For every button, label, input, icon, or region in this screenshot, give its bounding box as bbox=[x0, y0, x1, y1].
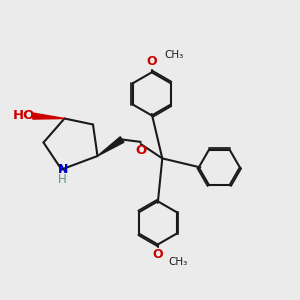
Text: O: O bbox=[152, 248, 163, 262]
Text: O: O bbox=[136, 143, 147, 157]
Polygon shape bbox=[98, 137, 124, 156]
Text: H: H bbox=[58, 173, 67, 186]
Text: CH₃: CH₃ bbox=[168, 257, 188, 267]
Text: HO: HO bbox=[13, 109, 35, 122]
Text: O: O bbox=[146, 55, 157, 68]
Polygon shape bbox=[33, 113, 64, 119]
Text: N: N bbox=[58, 163, 68, 176]
Text: CH₃: CH₃ bbox=[164, 50, 184, 60]
